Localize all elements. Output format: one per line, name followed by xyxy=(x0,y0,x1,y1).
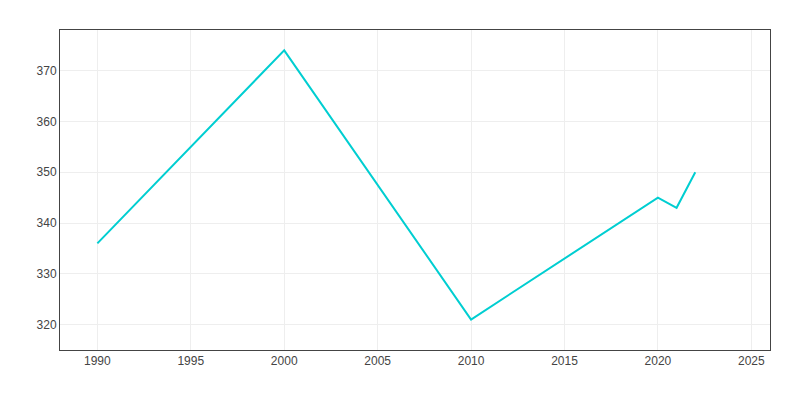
svg-text:2020: 2020 xyxy=(645,354,672,368)
svg-text:1995: 1995 xyxy=(177,354,204,368)
svg-text:1990: 1990 xyxy=(84,354,111,368)
svg-text:2005: 2005 xyxy=(364,354,391,368)
svg-text:370: 370 xyxy=(37,64,57,78)
svg-text:360: 360 xyxy=(37,115,57,129)
svg-text:340: 340 xyxy=(37,216,57,230)
svg-text:320: 320 xyxy=(37,318,57,332)
svg-text:2000: 2000 xyxy=(271,354,298,368)
svg-text:2025: 2025 xyxy=(738,354,765,368)
svg-text:350: 350 xyxy=(37,165,57,179)
svg-text:2015: 2015 xyxy=(551,354,578,368)
svg-text:330: 330 xyxy=(37,267,57,281)
svg-text:2010: 2010 xyxy=(458,354,485,368)
